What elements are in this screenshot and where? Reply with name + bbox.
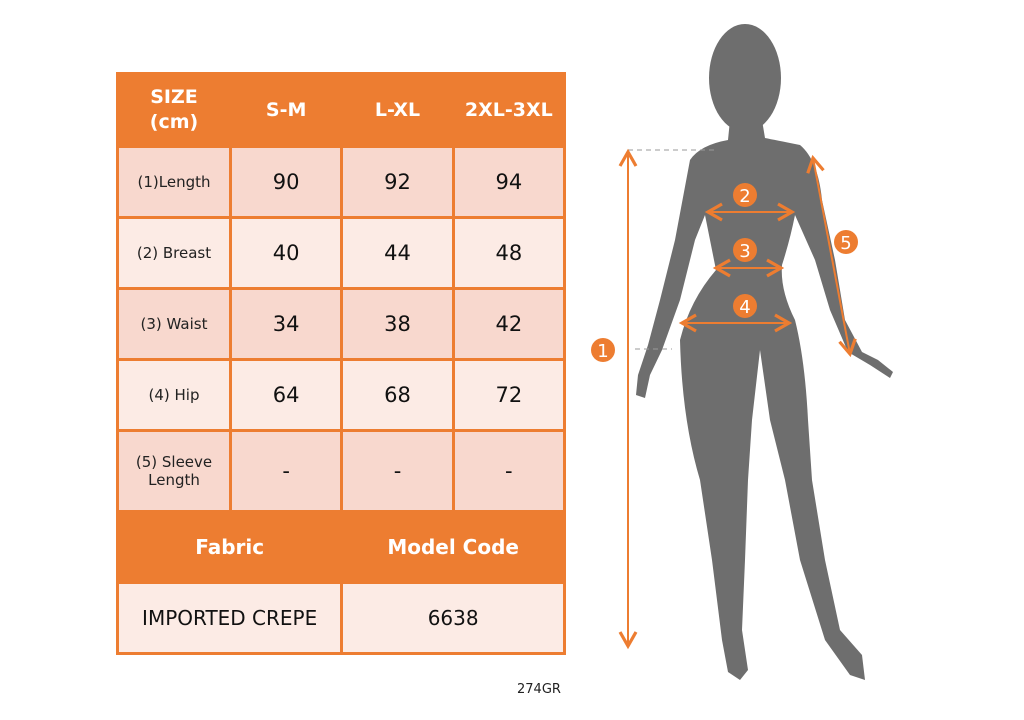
table-header-row: SIZE (cm) S-M L-XL 2XL-3XL — [116, 72, 567, 148]
fabric-header: Fabric — [115, 510, 344, 584]
row-label-line1: (5) Sleeve — [135, 453, 213, 471]
size-header-lxl: L-XL — [340, 72, 455, 148]
size-header-line1: SIZE — [150, 86, 198, 109]
cell-value: 40 — [228, 216, 344, 290]
cell-value: 38 — [340, 287, 455, 361]
size-header-line2: (cm) — [149, 111, 199, 133]
cell-value: - — [451, 429, 567, 513]
svg-text:2: 2 — [739, 186, 750, 207]
cell-value: 92 — [340, 145, 455, 219]
fabric-value-row: IMPORTED CREPE 6638 — [115, 581, 566, 655]
body-silhouette — [636, 24, 893, 680]
row-label: (5) Sleeve Length — [116, 429, 232, 513]
table-row-waist: (3) Waist 34 38 42 — [116, 287, 567, 361]
fabric-value: IMPORTED CREPE — [115, 581, 344, 655]
cell-value: - — [228, 429, 344, 513]
svg-text:3: 3 — [739, 241, 750, 262]
cell-value: 34 — [228, 287, 344, 361]
row-label: (2) Breast — [116, 216, 232, 290]
row-label: (3) Waist — [116, 287, 232, 361]
cell-value: 48 — [451, 216, 567, 290]
marker-2: 2 — [733, 183, 757, 207]
sleeve-arrow — [806, 154, 857, 358]
row-label: (4) Hip — [116, 358, 232, 432]
cell-value: 90 — [228, 145, 344, 219]
svg-text:1: 1 — [597, 341, 608, 362]
table-row-sleeve-length: (5) Sleeve Length - - - — [116, 429, 567, 513]
svg-text:4: 4 — [739, 297, 750, 318]
svg-text:5: 5 — [840, 233, 851, 254]
cell-value: 72 — [451, 358, 567, 432]
marker-4: 4 — [733, 294, 757, 318]
marker-5: 5 — [834, 230, 858, 254]
marker-3: 3 — [733, 238, 757, 262]
table-row-length: (1)Length 90 92 94 — [116, 145, 567, 219]
size-unit-header: SIZE (cm) — [116, 72, 232, 148]
cell-value: 44 — [340, 216, 455, 290]
cell-value: 94 — [451, 145, 567, 219]
product-code: 274GR — [517, 682, 561, 697]
row-label: (1)Length — [116, 145, 232, 219]
marker-1: 1 — [591, 338, 615, 362]
size-chart-table: SIZE (cm) S-M L-XL 2XL-3XL (1)Length 90 9… — [115, 72, 567, 655]
cell-value: 64 — [228, 358, 344, 432]
table-row-breast: (2) Breast 40 44 48 — [116, 216, 567, 290]
cell-value: 68 — [340, 358, 455, 432]
row-label-line2: Length — [148, 471, 200, 489]
cell-value: - — [340, 429, 455, 513]
table-row-hip: (4) Hip 64 68 72 — [116, 358, 567, 432]
model-code-value: 6638 — [340, 581, 566, 655]
size-header-2xl3xl: 2XL-3XL — [451, 72, 567, 148]
model-code-header: Model Code — [340, 510, 566, 584]
cell-value: 42 — [451, 287, 567, 361]
fabric-header-row: Fabric Model Code — [115, 510, 566, 584]
size-header-sm: S-M — [228, 72, 344, 148]
